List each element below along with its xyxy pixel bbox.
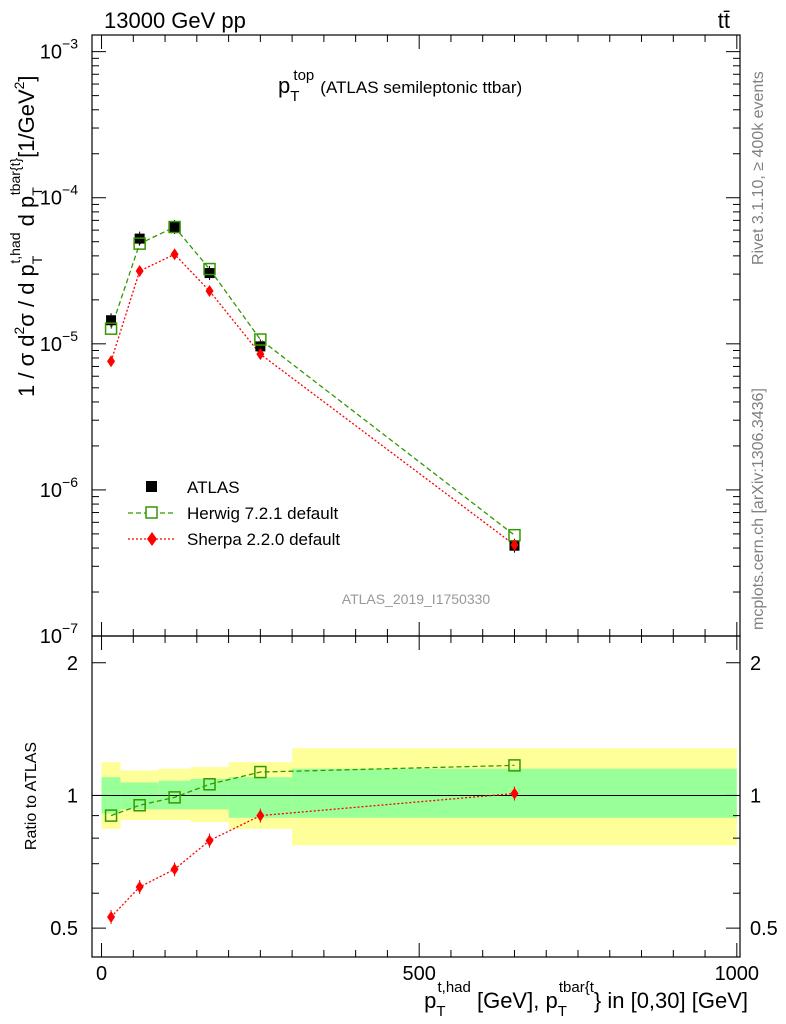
herwig-point (168, 220, 181, 234)
herwig-line (110, 226, 515, 536)
main-y-tick-label: 10−6 (40, 474, 78, 502)
x-tick-label: 1000 (715, 963, 760, 985)
main-y-tick-label: 10−3 (40, 36, 78, 64)
sherpa-ratio-point (107, 910, 116, 923)
x-axis-label: pTt,had [GeV], pTtbar{t} in [0,30] [GeV] (424, 979, 748, 1020)
ratio-uncertainty-bands (101, 748, 737, 846)
sherpa-point (135, 265, 144, 278)
analysis-watermark: ATLAS_2019_I1750330 (342, 591, 491, 607)
atlas-point (169, 222, 180, 233)
beam-label: 13000 GeV pp (104, 8, 246, 33)
legend-herwig-marker (145, 506, 158, 519)
sherpa-point (205, 284, 214, 297)
herwig-ratio-point (133, 799, 146, 812)
legend-atlas-label: ATLAS (187, 478, 240, 497)
sherpa-line (110, 253, 515, 546)
process-label: tt̄ (718, 8, 730, 33)
herwig-point (133, 237, 146, 250)
x-tick-label: 500 (402, 963, 435, 985)
legend-sherpa-label: Sherpa 2.2.0 default (187, 530, 340, 549)
sherpa-point (107, 355, 116, 368)
herwig-point (104, 322, 118, 335)
ratio-y-tick-label: 2 (67, 653, 78, 675)
main-y-tick-label: 10−7 (40, 620, 78, 648)
herwig-point (203, 262, 216, 276)
ratio-frame (91, 635, 741, 958)
main-y-axis-label: 1 / σ d2σ / d pTt,had d pTtbar{t}[1/GeV2… (7, 75, 45, 397)
atlas-point (204, 268, 215, 279)
plot-title: pTtop(ATLAS semileptonic ttbar) (278, 67, 522, 105)
legend: ATLAS Herwig 7.2.1 default Sherpa 2.2.0 … (128, 478, 340, 549)
sherpa-ratio-point (170, 863, 179, 876)
ratio-y-tick-label-right: 0.5 (750, 918, 778, 940)
atlas-point (106, 315, 117, 326)
rivet-version-label: Rivet 3.1.10, ≥ 400k events (750, 71, 767, 265)
legend-atlas-marker (146, 481, 157, 492)
herwig-ratio-point (168, 791, 181, 804)
mcplots-label: mcplots.cern.ch [arXiv:1306.3436] (750, 388, 767, 630)
sherpa-ratio-point (510, 787, 519, 800)
ratio-y-tick-label-right: 1 (750, 785, 761, 807)
sherpa-point (510, 538, 519, 551)
atlas-point (255, 341, 266, 352)
main-panel (104, 220, 521, 553)
main-y-tick-label: 10−4 (40, 182, 78, 210)
ratio-y-tick-label-right: 2 (750, 653, 761, 675)
sherpa-ratio-point (256, 809, 265, 822)
sherpa-point (170, 248, 179, 261)
ratio-y-tick-label: 1 (67, 785, 78, 807)
sherpa-point (256, 348, 265, 361)
inner-band-bin (190, 778, 229, 810)
ratio-y-tick-label: 0.5 (50, 918, 78, 940)
herwig-point (254, 333, 267, 346)
main-y-tick-label: 10−5 (40, 328, 78, 356)
sherpa-ratio-point (205, 834, 214, 847)
sherpa-ratio-line (110, 792, 515, 918)
herwig-ratio-point (254, 765, 267, 779)
herwig-ratio-point (508, 759, 521, 772)
legend-sherpa-marker (147, 532, 157, 546)
ratio-y-axis-label: Ratio to ATLAS (23, 742, 40, 850)
ratio-panel (92, 759, 740, 924)
legend-herwig-label: Herwig 7.2.1 default (187, 504, 338, 523)
herwig-ratio-point (104, 809, 118, 822)
x-tick-label: 0 (96, 963, 107, 985)
panel-frames: 0 500 1000 10−3 10−4 10−5 10−6 10−7 2 2 1 1 0.5 0.5 (40, 34, 778, 985)
herwig-ratio-point (203, 778, 216, 791)
sherpa-ratio-point (135, 880, 144, 893)
